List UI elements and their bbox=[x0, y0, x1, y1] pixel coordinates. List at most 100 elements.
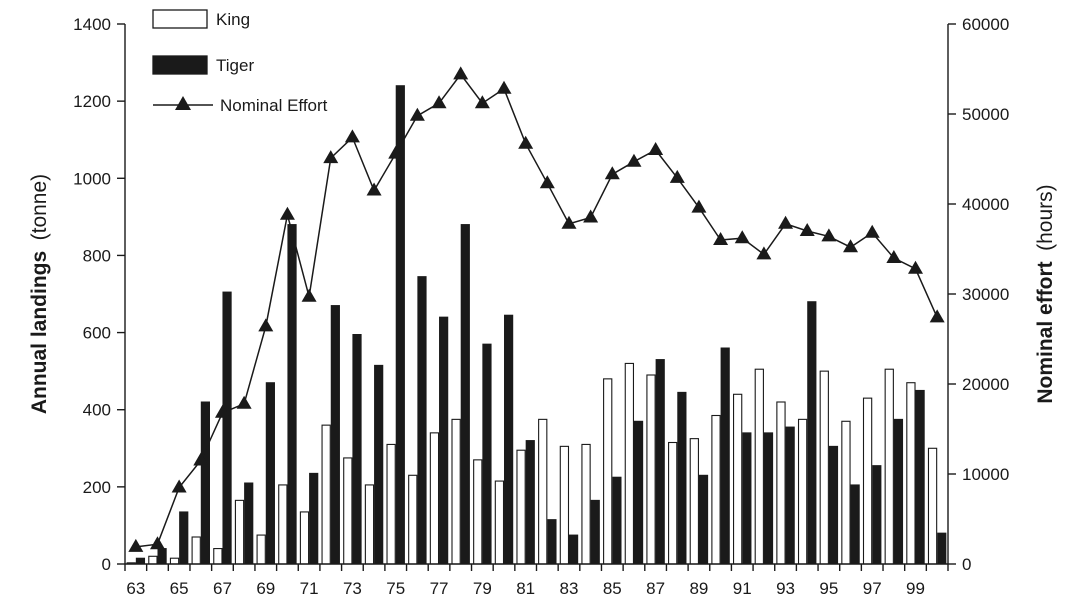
left-y-tick-label: 1400 bbox=[73, 15, 111, 34]
legend: King Tiger Nominal Effort bbox=[152, 9, 328, 115]
right-y-axis-title-unit: (hours) bbox=[1034, 184, 1057, 251]
king-bar bbox=[538, 418, 548, 565]
tiger-bar bbox=[633, 420, 644, 565]
tiger-bar bbox=[244, 482, 254, 565]
x-tick-label: 81 bbox=[516, 579, 535, 598]
king-bar bbox=[321, 424, 331, 565]
tiger-bar bbox=[374, 364, 384, 565]
tiger-bar bbox=[720, 347, 730, 565]
tiger-bar bbox=[937, 532, 947, 565]
tiger-bar bbox=[698, 474, 709, 565]
king-bar bbox=[862, 397, 873, 565]
effort-point bbox=[301, 288, 317, 302]
tiger-bar bbox=[157, 548, 167, 565]
x-tick-label: 73 bbox=[343, 579, 362, 598]
right-y-tick-label: 60000 bbox=[962, 15, 1009, 34]
king-bar bbox=[364, 484, 375, 565]
tiger-bar bbox=[265, 382, 275, 565]
tiger-bar bbox=[915, 389, 925, 565]
king-bar bbox=[299, 511, 310, 565]
tiger-bar bbox=[568, 534, 579, 565]
tiger-bar bbox=[547, 519, 557, 565]
legend-swatch-tiger bbox=[152, 55, 208, 75]
effort-point bbox=[453, 66, 469, 80]
king-bar bbox=[408, 474, 418, 565]
effort-point bbox=[258, 318, 274, 332]
x-tick-label: 97 bbox=[863, 579, 882, 598]
x-tick-label: 79 bbox=[473, 579, 492, 598]
effort-point bbox=[691, 199, 707, 213]
x-tick-label: 83 bbox=[560, 579, 579, 598]
tiger-bar bbox=[763, 432, 774, 565]
x-tick-label: 87 bbox=[646, 579, 665, 598]
effort-point bbox=[344, 129, 360, 143]
right-y-axis-title-main: Nominal effort bbox=[1034, 261, 1057, 403]
left-y-tick-label: 0 bbox=[102, 555, 111, 574]
tiger-bar bbox=[807, 301, 817, 565]
king-bar bbox=[191, 536, 201, 565]
left-y-tick-label: 600 bbox=[83, 324, 111, 343]
effort-point bbox=[648, 142, 664, 155]
right-y-tick-label: 30000 bbox=[962, 285, 1009, 304]
left-y-axis-title: Annual landings (tonne) bbox=[28, 174, 51, 414]
legend-label-effort: Nominal Effort bbox=[220, 96, 328, 115]
effort-point bbox=[128, 538, 144, 552]
king-bar bbox=[668, 441, 678, 565]
king-bar bbox=[927, 447, 938, 565]
effort-point bbox=[713, 232, 729, 245]
king-bar bbox=[148, 555, 158, 565]
tiger-bar bbox=[482, 343, 492, 565]
effort-point bbox=[279, 206, 295, 220]
king-bar bbox=[169, 557, 180, 565]
x-tick-label: 85 bbox=[603, 579, 622, 598]
king-bar bbox=[581, 443, 591, 565]
right-y-axis-title: Nominal effort (hours) bbox=[1034, 184, 1057, 403]
king-bar bbox=[819, 370, 829, 565]
effort-point bbox=[669, 169, 685, 183]
legend-label-king: King bbox=[216, 10, 250, 29]
effort-point bbox=[843, 239, 859, 253]
king-bar bbox=[603, 378, 613, 565]
effort-point bbox=[518, 135, 534, 149]
king-bar bbox=[451, 418, 461, 565]
effort-point bbox=[908, 260, 924, 274]
left-y-tick-label: 200 bbox=[83, 478, 111, 497]
king-bar bbox=[559, 445, 570, 565]
king-bar bbox=[624, 362, 635, 565]
effort-point bbox=[583, 209, 599, 223]
effort-point bbox=[539, 175, 555, 189]
tiger-bar bbox=[742, 432, 752, 565]
right-y-tick-label: 40000 bbox=[962, 195, 1009, 214]
effort-series-line bbox=[135, 73, 938, 548]
effort-point bbox=[561, 215, 577, 229]
effort-point bbox=[193, 452, 209, 466]
effort-point bbox=[778, 215, 794, 229]
king-bar bbox=[906, 382, 916, 565]
king-bar bbox=[732, 393, 743, 565]
right-y-tick-label: 50000 bbox=[962, 105, 1009, 124]
right-y-tick-label: 10000 bbox=[962, 465, 1009, 484]
effort-point bbox=[626, 153, 642, 167]
effort-line-layer bbox=[128, 66, 945, 552]
legend-swatch-king bbox=[152, 9, 208, 29]
x-tick-label: 71 bbox=[300, 579, 319, 598]
x-tick-label: 93 bbox=[776, 579, 795, 598]
king-bar bbox=[213, 548, 223, 565]
right-y-ticks: 0 10000 20000 30000 40000 50000 60000 bbox=[948, 15, 1009, 574]
effort-point bbox=[474, 95, 490, 109]
effort-point bbox=[236, 395, 252, 409]
tiger-bar bbox=[655, 359, 665, 565]
king-bar bbox=[516, 449, 526, 565]
effort-point bbox=[864, 224, 880, 238]
x-tick-label: 67 bbox=[213, 579, 232, 598]
effort-point bbox=[821, 228, 837, 242]
x-ticks: 63 65 67 69 71 73 75 77 79 81 83 85 87 89 91 93 95 97 99 bbox=[124, 564, 949, 598]
tiger-bar bbox=[287, 224, 297, 565]
tiger-bar bbox=[135, 557, 146, 565]
effort-point bbox=[886, 250, 902, 263]
tiger-bar bbox=[330, 305, 340, 565]
tiger-bar bbox=[612, 476, 622, 565]
tiger-bar bbox=[439, 316, 449, 565]
left-y-ticks: 0 200 400 600 800 1000 1200 1400 bbox=[73, 15, 125, 574]
king-bar bbox=[776, 401, 786, 565]
